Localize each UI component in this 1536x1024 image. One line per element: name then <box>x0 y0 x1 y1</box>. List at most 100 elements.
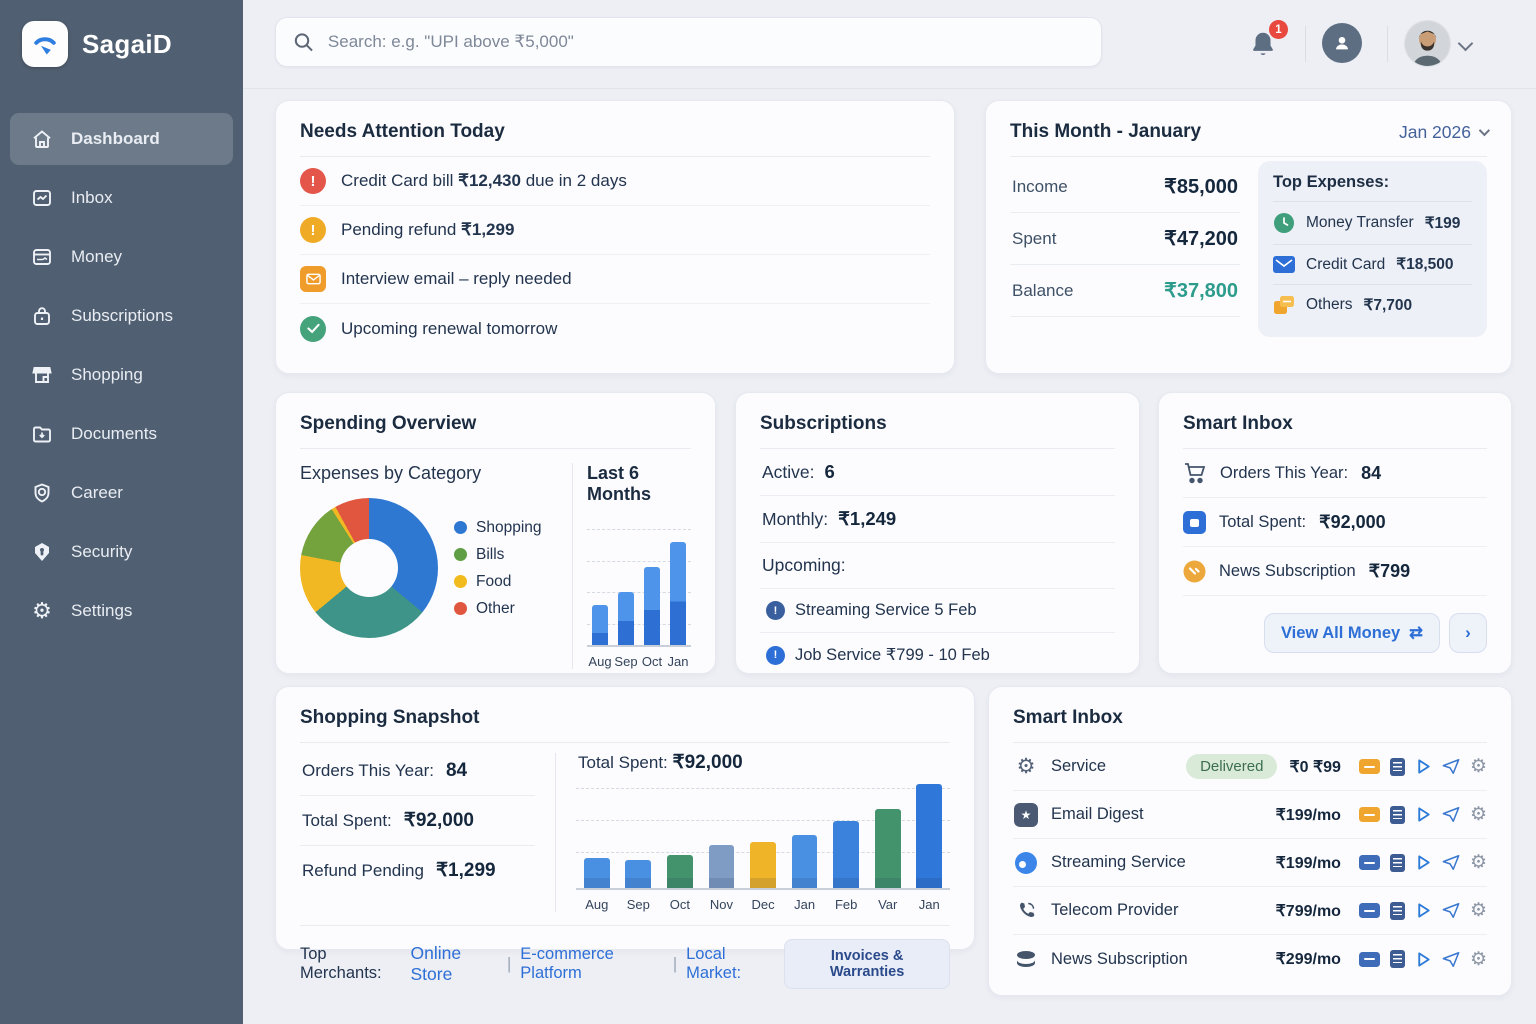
sidebar-item-label: Subscriptions <box>71 306 174 325</box>
bar <box>625 860 652 888</box>
document-icon[interactable] <box>1389 757 1405 776</box>
play-icon[interactable] <box>1415 758 1432 775</box>
play-icon[interactable] <box>1415 951 1432 968</box>
send-icon[interactable] <box>1442 902 1460 919</box>
stat-row: Refund Pending ₹1,299 <box>300 846 535 895</box>
bar-slot <box>613 519 639 645</box>
legend-dot <box>454 575 467 588</box>
bar-slot <box>909 782 951 888</box>
gear-icon[interactable]: ⚙ <box>1469 756 1487 777</box>
badge-icon <box>34 483 50 503</box>
brand-name: SagaiD <box>82 28 172 59</box>
play-icon[interactable] <box>1415 854 1432 871</box>
sidebar-item-label: Settings <box>71 601 133 620</box>
merchant-link[interactable]: E-commerce Platform <box>520 945 614 982</box>
legend-item: Food <box>454 573 542 591</box>
needs-attention-card: Needs Attention Today ! Credit Card bill… <box>275 100 955 374</box>
card-icon[interactable] <box>1358 807 1380 822</box>
summary-value: 84 <box>1361 462 1382 483</box>
merchant-link[interactable]: Local Market: <box>686 945 742 982</box>
attention-item[interactable]: Interview email – reply needed <box>300 255 930 304</box>
gear-icon[interactable]: ⚙ <box>1469 948 1487 970</box>
sidebar-item-money[interactable]: Money <box>10 231 233 283</box>
service-name: Streaming Service <box>1051 853 1186 871</box>
send-icon[interactable] <box>1442 854 1460 871</box>
card-title: Smart Inbox <box>1013 707 1487 743</box>
notifications-button[interactable]: 1 <box>1248 20 1288 62</box>
phone-icon <box>1013 900 1039 921</box>
next-button[interactable]: › <box>1449 613 1487 653</box>
view-all-money-button[interactable]: View All Money ⇄ <box>1263 613 1440 653</box>
attention-item[interactable]: Upcoming renewal tomorrow <box>300 304 930 353</box>
account-button[interactable] <box>1322 23 1362 63</box>
stat-row-balance: Balance ₹37,800 <box>1010 265 1240 317</box>
play-icon[interactable] <box>1415 806 1432 823</box>
card-icon[interactable] <box>1358 903 1380 918</box>
sidebar-item-label: Inbox <box>71 188 113 207</box>
sidebar-item-dashboard[interactable]: Dashboard <box>10 113 233 165</box>
merchant-link[interactable]: Online Store <box>410 943 462 984</box>
bar <box>617 592 635 645</box>
stat-row-income: Income ₹85,000 <box>1010 161 1240 213</box>
this-month-card: This Month - January Jan 2026 Income ₹85… <box>985 100 1512 374</box>
document-icon[interactable] <box>1389 950 1405 968</box>
sidebar-item-settings[interactable]: ⚙ Settings <box>10 585 233 637</box>
price: ₹199/mo <box>1275 854 1341 872</box>
price: ₹299/mo <box>1275 951 1341 968</box>
card-icon[interactable] <box>1358 951 1380 967</box>
notification-badge: 1 <box>1269 20 1288 39</box>
storefront-icon <box>32 367 52 383</box>
upcoming-item[interactable]: ! Job Service ₹799 - 10 Feb <box>760 633 1115 677</box>
row-actions: ⚙ <box>1358 900 1487 921</box>
document-icon[interactable] <box>1389 805 1405 824</box>
separator: | <box>672 954 678 973</box>
chevron-down-icon[interactable] <box>1457 35 1474 52</box>
inbox-icon <box>33 190 51 206</box>
card-icon[interactable] <box>1358 855 1380 870</box>
sidebar-item-inbox[interactable]: Inbox <box>10 172 233 224</box>
bar-chart-title: Last 6 Months <box>587 463 651 504</box>
attention-item[interactable]: ! Credit Card bill ₹12,430 due in 2 days <box>300 157 930 206</box>
card-title: Shopping Snapshot <box>300 707 950 743</box>
monthly-value: ₹1,249 <box>838 508 897 529</box>
search-bar[interactable] <box>275 17 1102 67</box>
send-icon[interactable] <box>1442 806 1460 823</box>
gear-icon[interactable]: ⚙ <box>1469 900 1487 921</box>
bar <box>874 808 901 888</box>
invoices-warranties-button[interactable]: Invoices & Warranties <box>784 939 951 989</box>
vertical-divider <box>555 753 556 912</box>
sidebar-item-career[interactable]: Career <box>10 467 233 519</box>
service-name: Email Digest <box>1051 805 1144 823</box>
send-icon[interactable] <box>1442 951 1460 968</box>
stat-row-spent: Spent ₹47,200 <box>1010 213 1240 265</box>
bar-label: Sep <box>626 897 650 912</box>
upcoming-item[interactable]: ! Streaming Service 5 Feb <box>760 589 1115 633</box>
document-icon[interactable] <box>1389 901 1405 920</box>
gear-icon[interactable]: ⚙ <box>1469 852 1487 873</box>
bar-slot <box>659 782 701 888</box>
sidebar-item-label: Dashboard <box>71 129 160 148</box>
card-icon[interactable] <box>1358 759 1380 774</box>
gear-icon[interactable]: ⚙ <box>1469 804 1487 825</box>
summary-row-orders: Orders This Year: 84 <box>1183 449 1487 498</box>
play-icon[interactable] <box>1415 902 1432 919</box>
header-divider <box>243 88 1536 89</box>
legend-label: Food <box>476 572 512 590</box>
bar <box>916 784 943 888</box>
sidebar-item-documents[interactable]: Documents <box>10 408 233 460</box>
document-icon[interactable] <box>1389 853 1405 872</box>
send-icon[interactable] <box>1442 758 1460 775</box>
stat-value: ₹92,000 <box>403 810 474 831</box>
sidebar-item-subscriptions[interactable]: Subscriptions <box>10 290 233 342</box>
sidebar-item-shopping[interactable]: Shopping <box>10 349 233 401</box>
folder-download-icon <box>33 426 51 443</box>
attention-item[interactable]: ! Pending refund ₹1,299 <box>300 206 930 255</box>
card-title: Spending Overview <box>300 413 691 449</box>
bar-label: Var <box>878 897 898 912</box>
avatar[interactable] <box>1405 21 1450 66</box>
month-selector[interactable]: Jan 2026 <box>1399 122 1491 143</box>
expense-row: Others ₹7,700 <box>1273 285 1472 325</box>
sidebar-item-security[interactable]: Security <box>10 526 233 578</box>
bar <box>833 821 860 888</box>
search-input[interactable] <box>327 32 1085 52</box>
